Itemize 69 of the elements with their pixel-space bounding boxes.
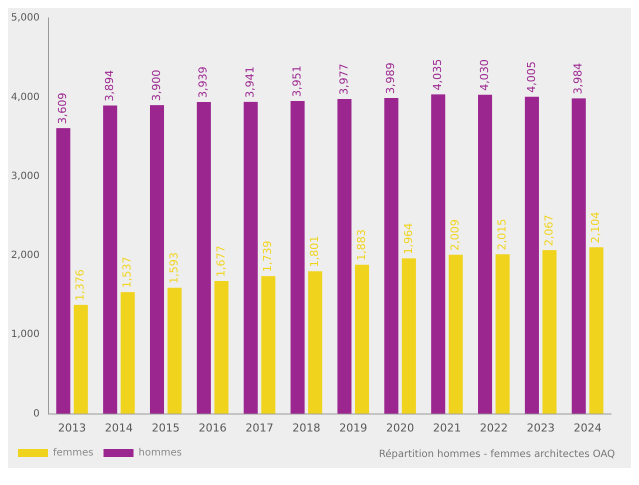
bar: [355, 264, 370, 414]
data-label: 1,739: [261, 240, 274, 272]
data-label: 1,883: [354, 229, 368, 261]
y-tick-label: 5,000: [10, 12, 40, 24]
y-tick-label: 3,000: [10, 170, 40, 182]
bar: [74, 304, 88, 414]
bar: [168, 288, 182, 414]
data-label: 2,104: [589, 212, 602, 244]
bar: [572, 98, 586, 414]
bar: [337, 98, 352, 414]
bar: [402, 258, 416, 414]
bar: [290, 101, 305, 414]
y-tick-label: 4,000: [10, 92, 40, 103]
bar: [524, 96, 539, 414]
data-label: 1,801: [308, 236, 322, 268]
x-tick-label: 2017: [246, 421, 274, 434]
legend-label: hommes: [138, 448, 182, 459]
data-label: 3,984: [572, 62, 585, 94]
bar: [308, 271, 322, 414]
bar: [56, 128, 70, 414]
data-label: 2,067: [542, 214, 556, 246]
bar: [589, 247, 604, 414]
y-tick-label: 0: [33, 408, 40, 420]
bar: [244, 102, 258, 414]
y-tick-label: 1,000: [10, 329, 40, 340]
x-tick-label: 2023: [526, 421, 555, 434]
data-label: 1,593: [167, 252, 180, 284]
bar: [431, 94, 446, 414]
bar: [448, 254, 463, 414]
bar: [214, 281, 228, 414]
legend-label: femmes: [53, 448, 94, 459]
data-label: 3,609: [56, 92, 70, 124]
x-tick-label: 2015: [152, 421, 180, 434]
bar: [103, 106, 118, 414]
x-tick-label: 2019: [339, 421, 368, 434]
x-tick-label: 2020: [386, 421, 414, 434]
bar: [261, 276, 276, 414]
data-label: 3,951: [290, 66, 304, 98]
data-label: 3,977: [337, 63, 350, 95]
data-label: 2,015: [495, 218, 508, 250]
bar: [542, 250, 557, 414]
data-label: 3,939: [196, 66, 210, 98]
x-tick-label: 2022: [480, 421, 508, 434]
data-label: 4,030: [478, 59, 491, 91]
data-label: 4,035: [431, 58, 444, 90]
data-label: 3,941: [244, 66, 257, 98]
bar: [496, 254, 510, 414]
data-label: 1,537: [120, 256, 134, 288]
data-label: 2,009: [448, 219, 462, 251]
data-label: 3,989: [384, 62, 398, 94]
data-label: 3,900: [150, 70, 163, 102]
data-label: 4,005: [524, 61, 538, 93]
bar: [150, 105, 164, 414]
x-tick-label: 2021: [432, 421, 461, 434]
x-tick-label: 2013: [58, 421, 86, 434]
data-label: 3,894: [102, 70, 116, 102]
bar: [196, 102, 211, 414]
x-tick-label: 2024: [574, 421, 602, 434]
x-tick-label: 2014: [104, 421, 133, 434]
x-tick-label: 2016: [198, 421, 227, 434]
x-tick-label: 2018: [292, 421, 320, 434]
bar: [384, 98, 398, 414]
data-label: 1,376: [74, 269, 87, 301]
data-label: 1,677: [214, 246, 228, 278]
data-label: 1,964: [402, 222, 415, 254]
text: Répartition hommes - femmes architectes OAQ: [378, 449, 615, 460]
y-tick-label: 2,000: [10, 250, 40, 262]
bar: [478, 94, 492, 414]
bar: [120, 292, 135, 414]
